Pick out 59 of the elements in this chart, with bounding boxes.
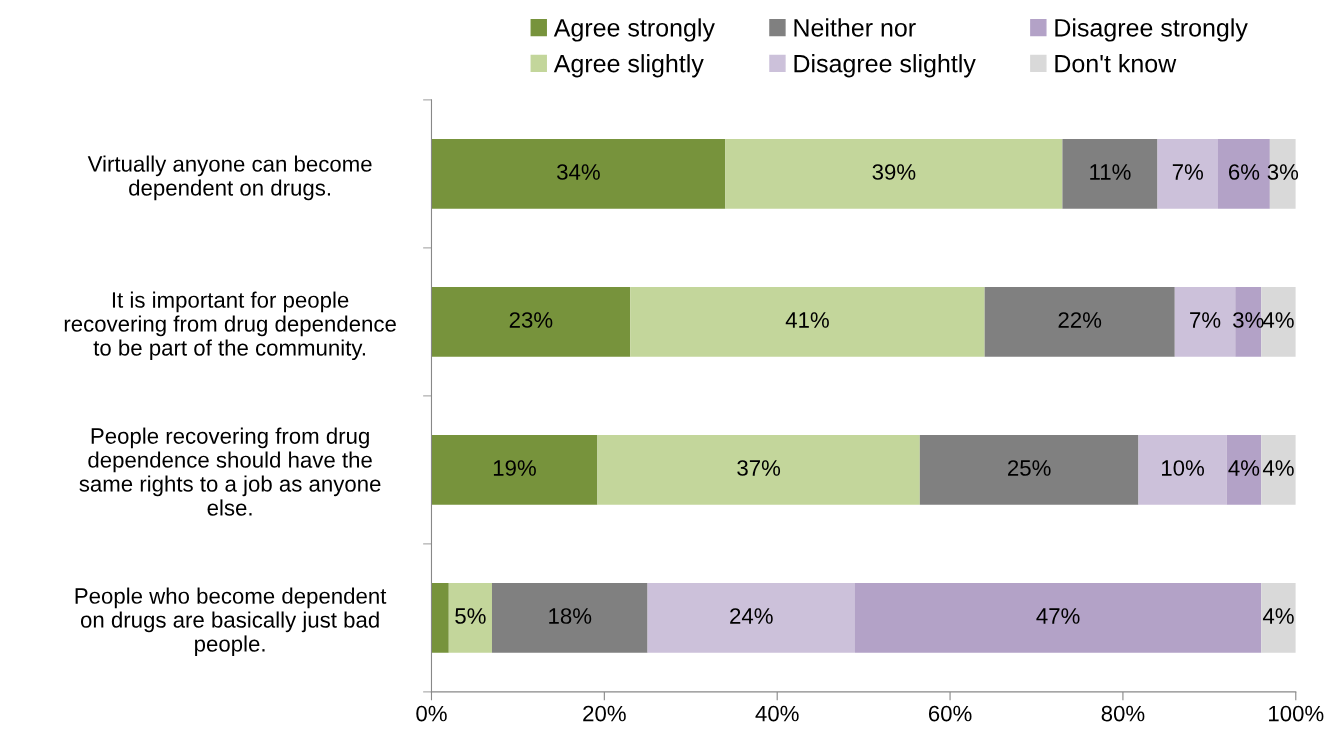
- data-label: 25%: [1008, 460, 1051, 476]
- bar: [1261, 435, 1296, 505]
- data-label: 22%: [1058, 312, 1102, 328]
- data-label: 7%: [1190, 312, 1221, 328]
- legend-label: Agree slightly: [553, 54, 704, 78]
- bar: [984, 287, 1175, 357]
- bar: [1062, 139, 1158, 209]
- data-label: 4%: [1228, 460, 1260, 476]
- data-label: 10%: [1162, 460, 1205, 476]
- data-label: 41%: [785, 312, 829, 328]
- x-tick-label: 0%: [416, 705, 447, 722]
- bar: [1138, 435, 1227, 505]
- data-label: 3%: [1267, 164, 1299, 180]
- bar: [597, 435, 920, 505]
- data-label: 47%: [1036, 608, 1080, 624]
- data-label: 24%: [730, 608, 773, 624]
- legend-label: Neither nor: [794, 18, 916, 37]
- bar: [630, 287, 985, 357]
- y-tick-label: People who become dependent on drugs are basically just bad people.: [75, 587, 387, 657]
- data-label: 34%: [557, 164, 600, 180]
- legend-label: Disagree strongly: [1055, 18, 1248, 42]
- y-tick-label: People recovering from drug dependence should have the same rights to a job as anyone else.: [79, 427, 381, 516]
- x-tick-label: 100%: [1269, 705, 1324, 722]
- bar: [1226, 435, 1262, 505]
- data-label: 4%: [1262, 608, 1294, 624]
- data-label: 19%: [493, 460, 536, 476]
- data-label: 39%: [872, 164, 916, 180]
- bar: [1157, 139, 1218, 209]
- bar: [431, 583, 449, 653]
- data-label: 4%: [1262, 460, 1294, 476]
- data-label: 7%: [1172, 164, 1204, 180]
- data-label: 5%: [455, 608, 486, 624]
- data-label: 18%: [549, 608, 592, 624]
- bar: [1261, 583, 1296, 653]
- data-label: 6%: [1228, 164, 1260, 180]
- bar: [431, 435, 598, 505]
- bar: [725, 139, 1063, 209]
- y-tick-label: Virtually anyone can become dependent on drugs.: [87, 155, 372, 201]
- x-tick-label: 60%: [928, 705, 972, 722]
- bar: [491, 583, 648, 653]
- bar: [854, 583, 1262, 653]
- y-tick-label: It is important for people recovering from drug dependence to be part of the community.: [64, 291, 396, 361]
- x-tick-label: 20%: [583, 705, 626, 722]
- bar: [431, 287, 631, 357]
- x-tick-label: 40%: [755, 705, 799, 722]
- bar: [647, 583, 855, 653]
- bar: [431, 139, 726, 209]
- legend-label: Disagree slightly: [794, 54, 976, 78]
- data-label: 4%: [1262, 312, 1294, 328]
- x-tick-label: 80%: [1101, 705, 1145, 722]
- legend-label: Agree strongly: [553, 18, 715, 42]
- legend-label: Don't know: [1055, 54, 1177, 73]
- data-label: 37%: [737, 460, 781, 476]
- data-label: 3%: [1233, 312, 1264, 328]
- bar: [448, 583, 492, 653]
- bar: [919, 435, 1139, 505]
- data-label: 23%: [509, 312, 553, 328]
- data-label: 11%: [1090, 164, 1131, 180]
- bar: [1235, 287, 1262, 357]
